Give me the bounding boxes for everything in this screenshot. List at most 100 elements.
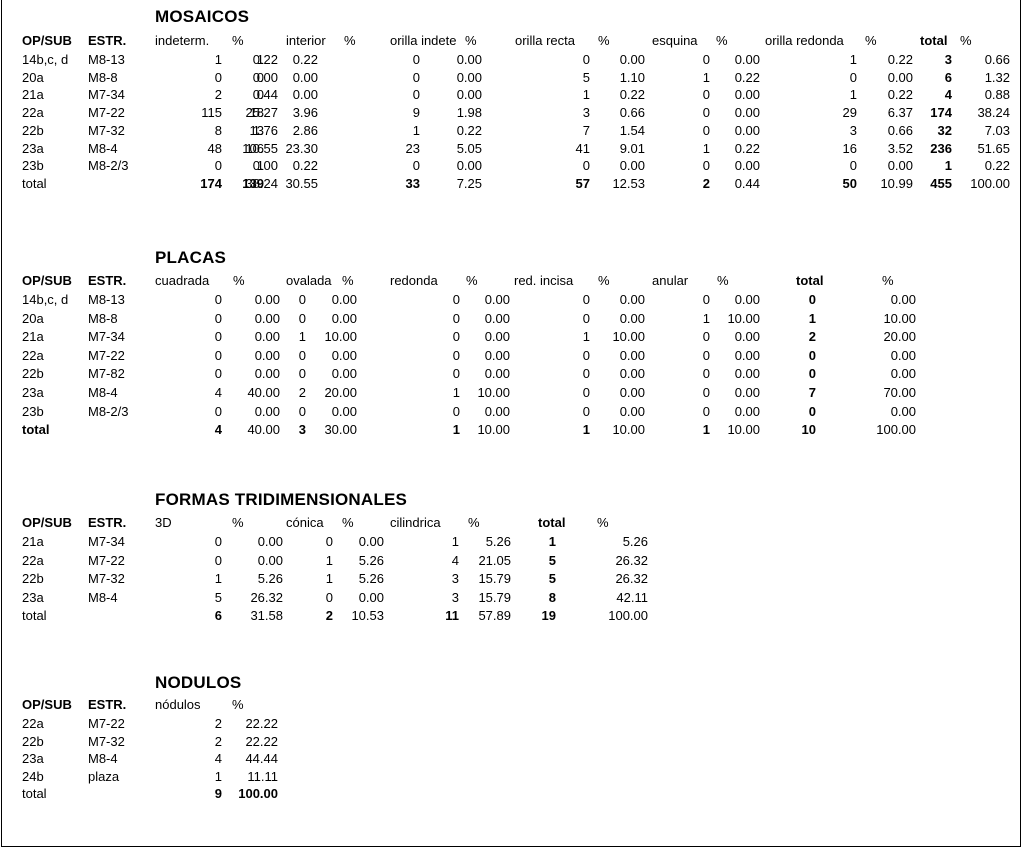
placas-table-cell: 10.00 — [477, 422, 510, 438]
mosaicos-table-cell: 41 — [575, 140, 590, 156]
placas-table-cell: 0 — [298, 310, 306, 326]
mosaicos-table-cell: 0 — [582, 158, 590, 174]
mosaicos-table-cell: 20a — [22, 69, 44, 85]
placas-header-cell: % — [598, 273, 610, 288]
mosaicos-table-cell: 1 — [412, 122, 420, 138]
nodulos-table-cell: 2 — [214, 716, 222, 731]
placas-table-cell: M8-2/3 — [88, 403, 129, 419]
mosaicos-table-cell: 0 — [412, 87, 420, 103]
placas-table-cell: 0.00 — [619, 310, 645, 326]
mosaicos-table-cell: M7-32 — [88, 122, 125, 138]
placas-header-cell: redonda — [390, 273, 438, 288]
placas-table-cell: 0.00 — [890, 403, 916, 419]
mosaicos-table-cell: 21a — [22, 87, 44, 103]
nodulos-table-cell: 22a — [22, 716, 44, 731]
mosaicos-table-cell: 115 — [201, 105, 222, 121]
mosaicos-table-cell: 1 — [582, 87, 590, 103]
mosaicos-table-cell: 0.00 — [252, 69, 278, 85]
nodulos-table-cell: plaza — [88, 768, 120, 784]
nodulos-table-row: 24b plaza 1 11.11 — [0, 769, 1020, 785]
mosaicos-table-cell: 3 — [849, 122, 857, 138]
mosaicos-table-cell: 10.55 — [245, 140, 278, 156]
formas-table-cell: 6 — [214, 608, 222, 624]
mosaicos-table-cell: 100.00 — [970, 175, 1010, 191]
placas-header-cell: ovalada — [286, 273, 332, 288]
mosaicos-table-cell: 0.00 — [887, 158, 913, 174]
formas-table-cell: 42.11 — [616, 589, 648, 605]
mosaicos-table-row: 20a M8-8 0 0.00 0 0.00 0 0.00 5 1.10 1 0.22 0 0.00 6 1.… — [0, 70, 1020, 86]
placas-table-cell: 0 — [582, 366, 590, 382]
mosaicos-header-cell: % — [232, 33, 244, 48]
formas-table-cell: 31.58 — [250, 608, 283, 624]
nodulos-table-cell: 22.22 — [245, 733, 278, 749]
mosaicos-table-row: 23b M8-2/3 0 0.00 1 0.22 0 0.00 0 0.00 0 0.00 0 0.00 1… — [0, 158, 1020, 174]
mosaicos-table-cell: 174 — [200, 175, 222, 191]
mosaicos-table-cell: 0.66 — [887, 122, 913, 138]
mosaicos-header-cell: esquina — [652, 33, 698, 48]
placas-table-cell: 0 — [214, 292, 222, 307]
placas-table-cell: 0 — [298, 347, 306, 363]
formas-header-cell: total — [538, 515, 566, 530]
nodulos-table-cell: 1 — [214, 768, 222, 784]
mosaicos-header-cell: orilla indete — [390, 33, 457, 48]
mosaicos-table-cell: 5 — [582, 69, 590, 85]
placas-table-cell: 0 — [808, 366, 816, 382]
mosaicos-table-cell: 29 — [842, 105, 857, 121]
placas-table-cell: M8-4 — [88, 385, 118, 400]
formas-header-cell: 3D — [155, 515, 172, 530]
mosaicos-table-cell: 0.00 — [456, 87, 482, 103]
placas-table-cell: 3 — [298, 422, 306, 438]
placas-table-cell: 0.00 — [484, 347, 510, 363]
mosaicos-table-cell: 0.22 — [456, 122, 482, 138]
mosaicos-table-row: 23a M8-4 48 10.55 106 23.30 23 5.05 41 9.01 1 0.22 1… — [0, 141, 1020, 157]
mosaicos-table-cell: 174 — [930, 105, 952, 121]
placas-table-cell: 0.00 — [254, 366, 280, 382]
mosaicos-table-cell: 0 — [412, 52, 420, 67]
formas-table-cell: 1 — [325, 552, 333, 568]
mosaicos-header-cell: orilla redonda — [765, 33, 844, 48]
placas-table-cell: 0.00 — [331, 366, 357, 382]
placas-table-row: 23b M8-2/3 0 0.00 0 0.00 0 0.00 0 0.00 0 0.00 0 0.00 — [0, 404, 1020, 420]
placas-table-cell: 0.00 — [254, 403, 280, 419]
formas-table-cell: 2 — [325, 608, 333, 624]
formas-table-cell: 5.26 — [358, 552, 384, 568]
nodulos-table-cell: 100.00 — [238, 786, 278, 802]
mosaicos-table-cell: 0 — [849, 69, 857, 85]
mosaicos-table-cell: 1 — [214, 52, 222, 67]
placas-table-cell: 0 — [214, 403, 222, 419]
nodulos-table-row: 22b M7-32 2 22.22 — [0, 734, 1020, 750]
placas-table-cell: 0 — [298, 292, 306, 307]
placas-header-cell: % — [466, 273, 478, 288]
placas-table-row: 23a M8-4 4 40.00 2 20.00 1 10.00 0 0.00 0 0.00 7 70.0… — [0, 385, 1020, 401]
placas-table-cell: 1 — [298, 329, 306, 345]
placas-table-cell: 0 — [452, 310, 460, 326]
formas-table-cell: 1 — [325, 571, 333, 587]
placas-header-cell: red. incisa — [514, 273, 574, 288]
formas-table-row: 22a M7-22 0 0.00 1 5.26 4 21.05 5 26.32 — [0, 553, 1020, 569]
formas-total-row: total 6 31.58 2 10.53 11 57.89 19 100.00 — [0, 608, 1020, 624]
mosaicos-table-cell: 18 — [249, 105, 264, 121]
placas-header-cell: anular — [652, 273, 689, 288]
mosaicos-table-cell: 38.24 — [245, 175, 278, 191]
placas-table-cell: 0.00 — [484, 329, 510, 345]
mosaicos-table-cell: 2 — [214, 87, 222, 103]
placas-header-cell: total — [796, 273, 824, 288]
formas-table-cell: 5 — [214, 589, 222, 605]
mosaicos-table-cell: 13 — [249, 122, 264, 138]
mosaicos-table-cell: 1.54 — [619, 122, 645, 138]
nodulos-table-cell: 23a — [22, 751, 44, 767]
placas-table-row: 20a M8-8 0 0.00 0 0.00 0 0.00 0 0.00 1 10.00 1 10.00 — [0, 311, 1020, 327]
placas-total-row: total 4 40.00 3 30.00 1 10.00 1 10.00 1 10.00 10 100… — [0, 422, 1020, 438]
formas-table-cell: 5.26 — [622, 534, 648, 549]
mosaicos-table-cell: 57 — [575, 175, 590, 191]
formas-table-cell: 0 — [214, 552, 222, 568]
mosaicos-total-row: total 174 38.24 139 30.55 33 7.25 57 12.53 2 0.44 5… — [0, 176, 1020, 192]
mosaicos-table-cell: 0.00 — [456, 52, 482, 67]
mosaicos-table-cell: 23b — [22, 158, 44, 174]
placas-table-cell: 20.00 — [324, 385, 357, 400]
placas-table-cell: 0 — [214, 310, 222, 326]
placas-table-cell: 0.00 — [734, 385, 760, 400]
placas-table-cell: 7 — [808, 385, 816, 400]
mosaicos-table-cell: 22b — [22, 122, 44, 138]
mosaicos-table-cell: 1 — [849, 52, 857, 67]
